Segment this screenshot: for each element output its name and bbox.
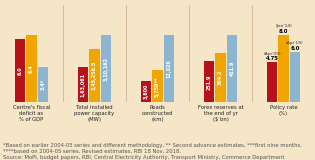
Bar bbox=[141, 81, 152, 102]
Text: 2,45,258.5: 2,45,258.5 bbox=[92, 61, 97, 90]
Text: 6.0: 6.0 bbox=[290, 46, 300, 51]
Bar bbox=[100, 35, 111, 102]
Bar bbox=[89, 49, 100, 102]
Bar bbox=[26, 35, 37, 102]
Bar bbox=[226, 35, 237, 102]
Bar bbox=[215, 53, 226, 102]
Bar bbox=[267, 62, 278, 102]
Text: 411.9: 411.9 bbox=[229, 61, 234, 76]
Bar bbox=[204, 61, 215, 102]
Bar bbox=[152, 70, 163, 102]
Text: 3,10,162: 3,10,162 bbox=[103, 57, 108, 81]
Text: 8.0: 8.0 bbox=[279, 29, 288, 34]
Bar bbox=[37, 67, 48, 102]
Text: 3,800: 3,800 bbox=[144, 84, 149, 100]
Text: 12,026: 12,026 bbox=[166, 59, 171, 78]
Text: 5,759**: 5,759** bbox=[155, 76, 160, 96]
Text: 6.0: 6.0 bbox=[18, 67, 23, 75]
Text: 3.4*: 3.4* bbox=[40, 79, 45, 90]
Text: 4.75: 4.75 bbox=[266, 56, 278, 61]
Text: 1,63,061: 1,63,061 bbox=[81, 73, 86, 97]
Text: *Based on earlier 2004-05 series and different methodology, ** Second advance es: *Based on earlier 2004-05 series and dif… bbox=[3, 143, 302, 160]
Bar bbox=[15, 39, 26, 102]
Text: (Apr'09): (Apr'09) bbox=[263, 52, 281, 56]
Bar bbox=[78, 67, 89, 102]
Text: 304.2: 304.2 bbox=[218, 70, 223, 85]
Bar bbox=[278, 35, 289, 102]
Text: 251.9: 251.9 bbox=[207, 74, 212, 90]
Bar bbox=[163, 35, 174, 102]
Text: (Apr'19): (Apr'19) bbox=[286, 41, 304, 45]
Text: (Jan'14): (Jan'14) bbox=[275, 24, 292, 28]
Bar bbox=[289, 52, 300, 102]
Text: 6.4: 6.4 bbox=[29, 64, 34, 73]
